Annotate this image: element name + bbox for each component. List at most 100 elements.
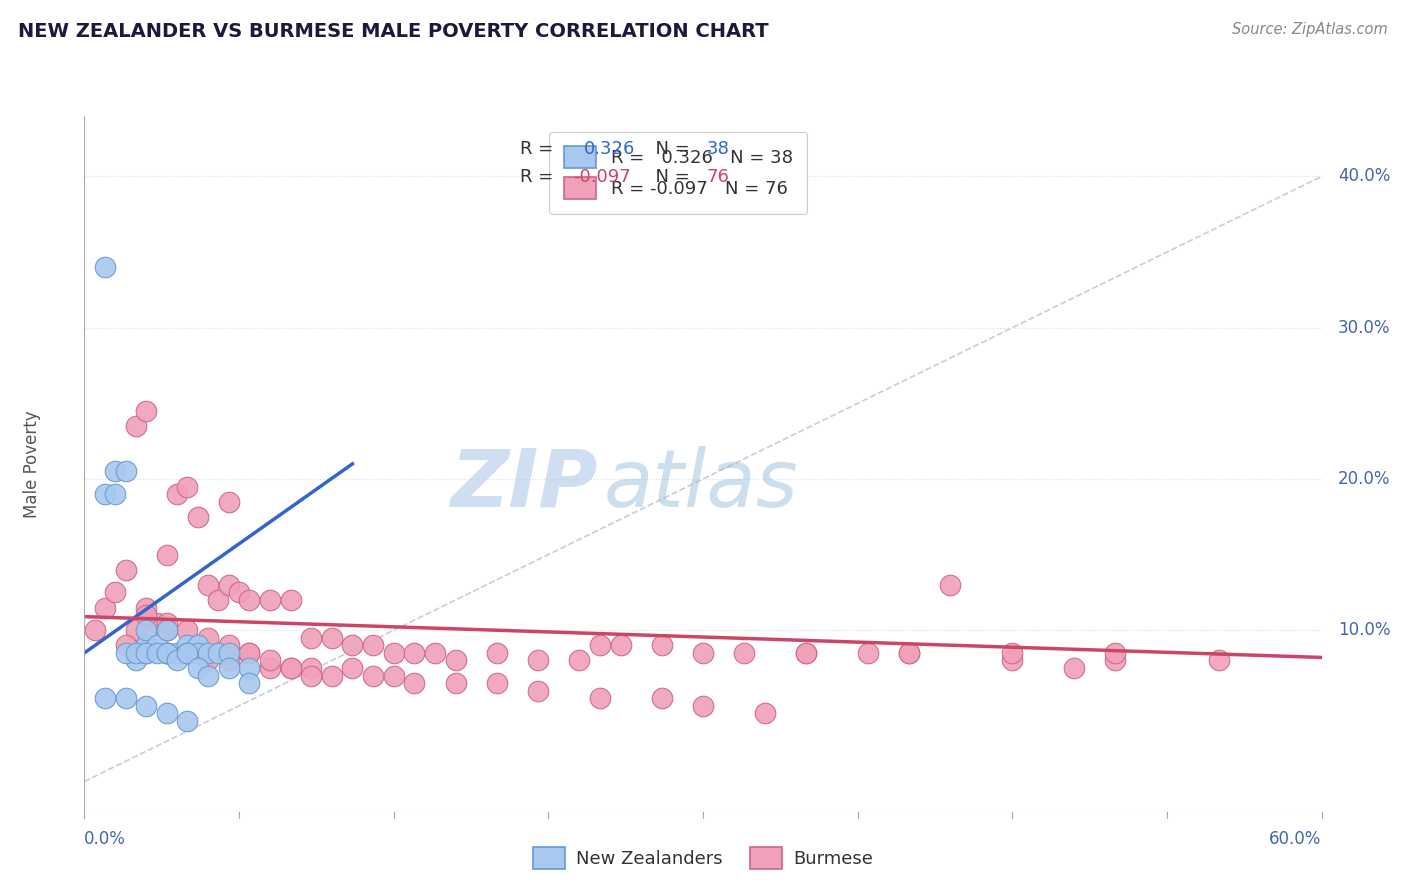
Point (299, 631, 322, 645)
Point (125, 646, 148, 660)
Point (125, 419, 148, 434)
Text: atlas: atlas (605, 446, 799, 524)
Point (1104, 646, 1126, 660)
Text: Source: ZipAtlas.com: Source: ZipAtlas.com (1232, 22, 1388, 37)
Text: 76: 76 (707, 169, 730, 186)
Point (114, 691, 136, 706)
Point (156, 646, 179, 660)
Point (156, 624, 179, 638)
Point (135, 698, 157, 713)
Point (1063, 661, 1085, 675)
Point (527, 683, 550, 698)
Text: R =: R = (520, 140, 565, 159)
Point (404, 646, 426, 660)
Point (176, 646, 198, 660)
Point (156, 706, 179, 721)
Point (176, 624, 198, 638)
Point (527, 653, 550, 667)
Point (145, 638, 167, 652)
Point (135, 646, 157, 660)
Point (135, 646, 157, 660)
Point (114, 563, 136, 577)
Text: Male Poverty: Male Poverty (24, 410, 41, 517)
Point (166, 653, 188, 667)
Point (382, 646, 405, 660)
Point (156, 646, 179, 660)
Text: 60.0%: 60.0% (1270, 830, 1322, 848)
Point (485, 646, 508, 660)
Point (176, 638, 198, 652)
Text: 10.0%: 10.0% (1339, 621, 1391, 640)
Point (197, 668, 219, 682)
Point (218, 494, 240, 508)
Point (589, 638, 612, 652)
Text: 0.326: 0.326 (585, 140, 636, 159)
Point (197, 631, 219, 645)
Point (135, 638, 157, 652)
Text: ZIP: ZIP (450, 446, 598, 524)
Point (83, 624, 105, 638)
Point (145, 615, 167, 630)
Point (156, 624, 179, 638)
Point (382, 668, 405, 682)
Point (692, 646, 714, 660)
Text: 20.0%: 20.0% (1339, 470, 1391, 488)
Point (176, 479, 198, 493)
Point (176, 646, 198, 660)
Text: R =: R = (520, 169, 558, 186)
Point (166, 646, 188, 660)
Point (361, 638, 384, 652)
Point (228, 585, 250, 599)
Point (898, 646, 921, 660)
Point (218, 653, 240, 667)
Point (94, 260, 117, 275)
Point (156, 548, 179, 562)
Point (176, 714, 198, 728)
Point (187, 646, 209, 660)
Point (361, 668, 384, 682)
Point (299, 668, 322, 682)
Point (444, 653, 467, 667)
Point (218, 638, 240, 652)
Point (404, 676, 426, 690)
Point (156, 646, 179, 660)
Point (733, 646, 755, 660)
Point (156, 615, 179, 630)
Point (589, 691, 612, 706)
Point (197, 578, 219, 592)
Legend: R =   0.326   N = 38, R = -0.097   N = 76: R = 0.326 N = 38, R = -0.097 N = 76 (550, 132, 807, 214)
Point (176, 646, 198, 660)
Point (321, 668, 343, 682)
Point (125, 653, 148, 667)
Point (609, 638, 631, 652)
Text: 40.0%: 40.0% (1339, 168, 1391, 186)
Text: N =: N = (644, 169, 695, 186)
Point (794, 646, 817, 660)
Point (485, 676, 508, 690)
Text: N =: N = (644, 140, 695, 159)
Point (651, 638, 673, 652)
Point (1001, 653, 1024, 667)
Point (207, 646, 229, 660)
Point (135, 404, 157, 418)
Point (94, 600, 117, 615)
Legend: New Zealanders, Burmese: New Zealanders, Burmese (524, 838, 882, 879)
Point (238, 593, 260, 607)
Point (145, 646, 167, 660)
Point (104, 464, 127, 478)
Point (197, 646, 219, 660)
Point (280, 661, 302, 675)
Point (135, 600, 157, 615)
Point (259, 653, 281, 667)
Point (197, 653, 219, 667)
Text: NEW ZEALANDER VS BURMESE MALE POVERTY CORRELATION CHART: NEW ZEALANDER VS BURMESE MALE POVERTY CO… (18, 22, 769, 41)
Point (238, 661, 260, 675)
Point (218, 646, 240, 660)
Point (94, 487, 117, 501)
Point (342, 661, 364, 675)
Point (1104, 653, 1126, 667)
Point (651, 691, 673, 706)
Point (444, 676, 467, 690)
Point (856, 646, 879, 660)
Point (299, 661, 322, 675)
